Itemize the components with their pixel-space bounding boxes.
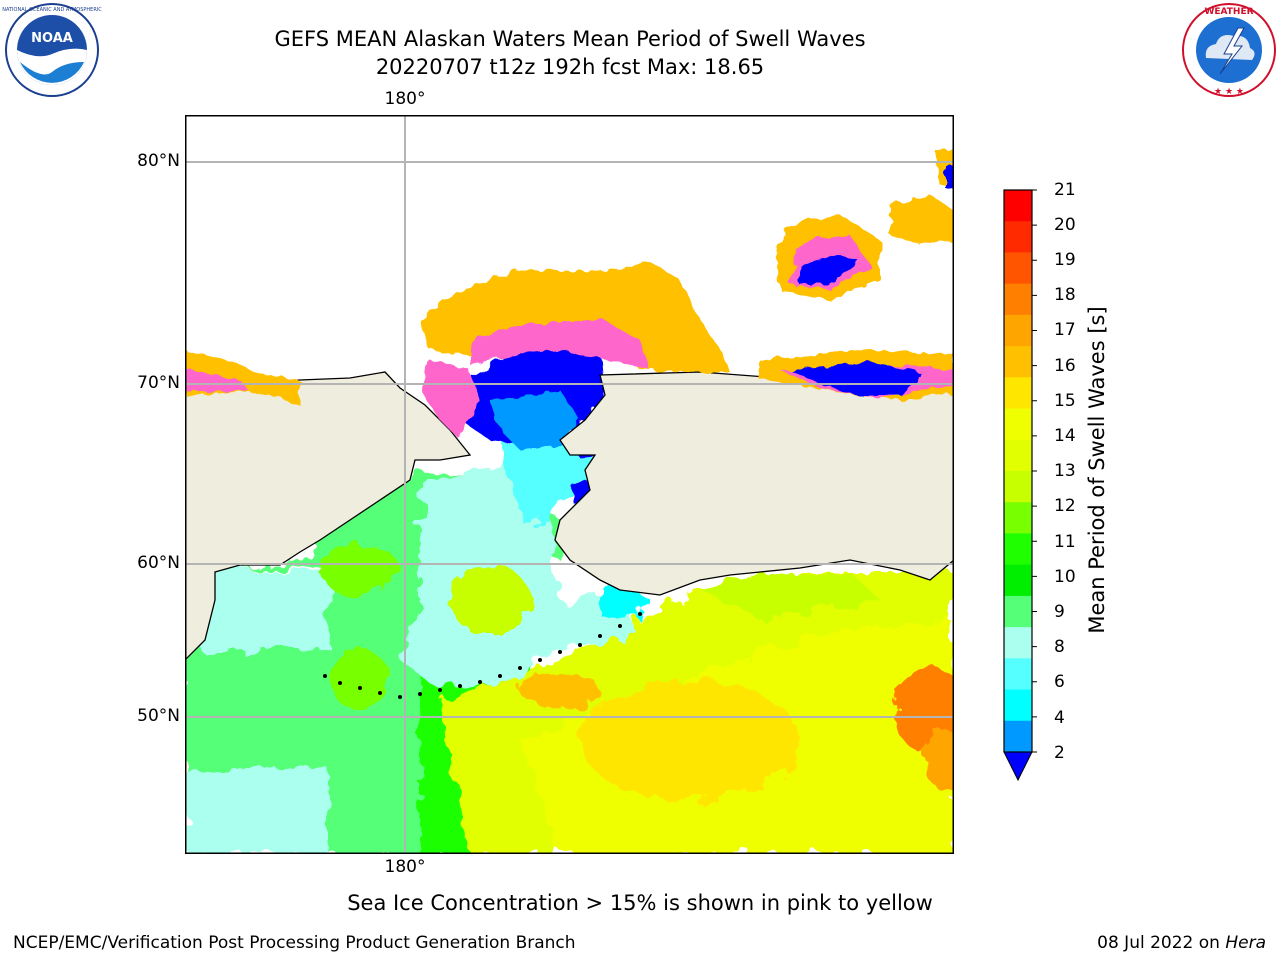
colorbar-tick: 12: [1054, 496, 1076, 516]
colorbar-title: Mean Period of Swell Waves [s]: [1085, 306, 1109, 634]
colorbar-tick: 11: [1054, 532, 1076, 552]
colorbar-band: [1004, 190, 1032, 222]
sea-ice-note: Sea Ice Concentration > 15% is shown in …: [347, 891, 933, 915]
colorbar-tick: 20: [1054, 215, 1076, 235]
nws-logo: WEATHER ★ ★ ★: [1182, 3, 1276, 97]
colorbar-under-arrow: [1003, 751, 1033, 782]
colorbar-band: [1004, 439, 1032, 472]
colorbar-band: [1004, 283, 1032, 316]
noaa-logo: NOAA NATIONAL OCEANIC AND ATMOSPHERIC: [2, 3, 102, 97]
colorbar-tick: 13: [1054, 461, 1076, 481]
colorbar-tick: 15: [1054, 391, 1076, 411]
colorbar-tick: 19: [1054, 250, 1076, 270]
colorbar: [1003, 189, 1037, 782]
map-title: GEFS MEAN Alaskan Waters Mean Period of …: [274, 27, 866, 51]
lat-label-80: 80°N: [137, 151, 180, 171]
colorbar-tick: 4: [1054, 708, 1065, 728]
colorbar-tick: 16: [1054, 356, 1076, 376]
colorbar-tick: 8: [1054, 637, 1065, 657]
svg-text:★ ★ ★: ★ ★ ★: [1214, 87, 1244, 97]
map-subtitle: 20220707 t12z 192h fcst Max: 18.65: [375, 55, 765, 79]
colorbar-tick: 9: [1054, 602, 1065, 622]
lon-label-bottom: 180°: [384, 857, 426, 877]
graticule: [185, 115, 954, 854]
swell-period-map: [185, 115, 954, 854]
colorbar-band: [1004, 595, 1032, 628]
colorbar-tick: 21: [1054, 180, 1076, 200]
colorbar-band: [1004, 408, 1032, 441]
bering-sea-field: [215, 430, 650, 710]
footer-date-text: 08 Jul 2022 on: [1097, 933, 1226, 953]
colorbar-band: [1004, 658, 1032, 691]
sea-ice-blue: [790, 165, 954, 395]
colorbar-band: [1004, 471, 1032, 503]
colorbar-tick: 10: [1054, 567, 1076, 587]
lon-label-top: 180°: [384, 89, 426, 109]
colorbar-band: [1004, 533, 1032, 566]
lat-label-70: 70°N: [137, 373, 180, 393]
lat-label-50: 50°N: [137, 706, 180, 726]
colorbar-tick: 17: [1054, 320, 1076, 340]
svg-text:WEATHER: WEATHER: [1204, 7, 1253, 17]
colorbar-tick: 6: [1054, 672, 1065, 692]
colorbar-tick: 14: [1054, 426, 1076, 446]
colorbar-band: [1004, 720, 1032, 753]
colorbar-band: [1004, 627, 1032, 659]
footer-credit: NCEP/EMC/Verification Post Processing Pr…: [13, 933, 576, 953]
noaa-logo-text: NOAA: [31, 31, 73, 46]
svg-text:NATIONAL OCEANIC AND ATMOSPHER: NATIONAL OCEANIC AND ATMOSPHERIC: [2, 7, 102, 13]
swell-field: [185, 560, 954, 854]
colorbar-band: [1004, 346, 1032, 378]
land: [185, 371, 954, 661]
colorbar-band: [1004, 564, 1032, 597]
footer-host: Hera: [1225, 933, 1266, 953]
colorbar-tick: 2: [1054, 743, 1065, 763]
aleutian-islands: [323, 612, 642, 699]
colorbar-band: [1004, 502, 1032, 535]
colorbar-band: [1004, 314, 1032, 347]
colorbar-band: [1004, 252, 1032, 285]
lat-label-60: 60°N: [137, 553, 180, 573]
colorbar-band: [1004, 221, 1032, 254]
colorbar-band: [1004, 377, 1032, 410]
footer-date: 08 Jul 2022 on Hera: [1097, 933, 1266, 953]
colorbar-band: [1004, 689, 1032, 722]
colorbar-tick: 18: [1054, 285, 1076, 305]
